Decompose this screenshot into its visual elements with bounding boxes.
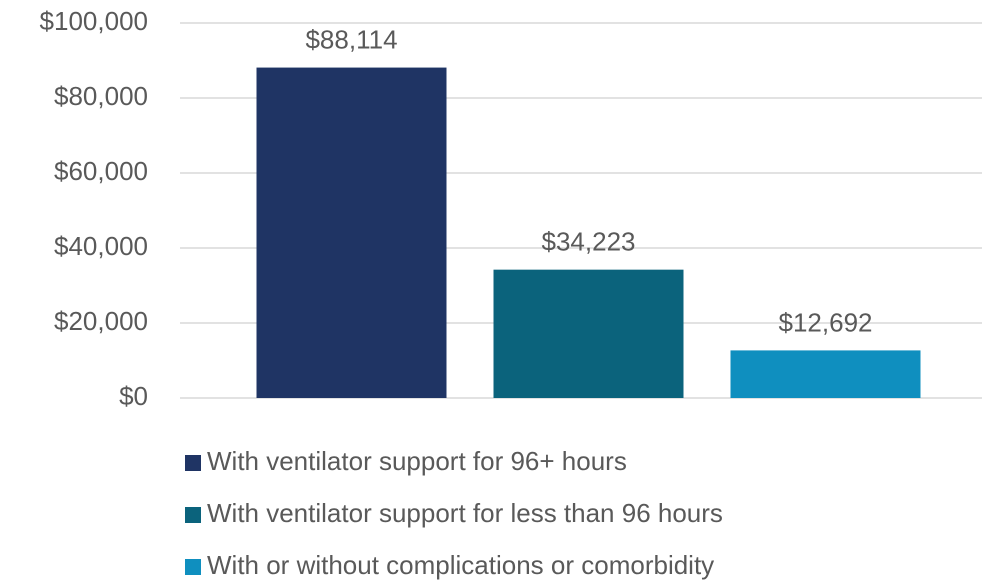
y-tick-label: $20,000 <box>54 306 148 336</box>
legend-swatch <box>185 507 201 523</box>
value-label: $34,223 <box>542 227 636 257</box>
y-tick-label: $0 <box>119 381 148 411</box>
value-label: $88,114 <box>305 24 397 54</box>
bar <box>730 350 921 398</box>
y-tick-label: $100,000 <box>40 6 148 36</box>
legend-label: With ventilator support for 96+ hours <box>207 446 627 476</box>
legend-swatch <box>185 455 201 471</box>
bar <box>493 269 684 398</box>
bar <box>256 67 447 398</box>
legend-swatch <box>185 559 201 575</box>
legend-label: With or without complications or comorbi… <box>207 550 714 580</box>
y-tick-label: $60,000 <box>54 156 148 186</box>
y-tick-label: $80,000 <box>54 81 148 111</box>
y-tick-label: $40,000 <box>54 231 148 261</box>
value-label: $12,692 <box>779 307 873 337</box>
legend-label: With ventilator support for less than 96… <box>207 498 723 528</box>
